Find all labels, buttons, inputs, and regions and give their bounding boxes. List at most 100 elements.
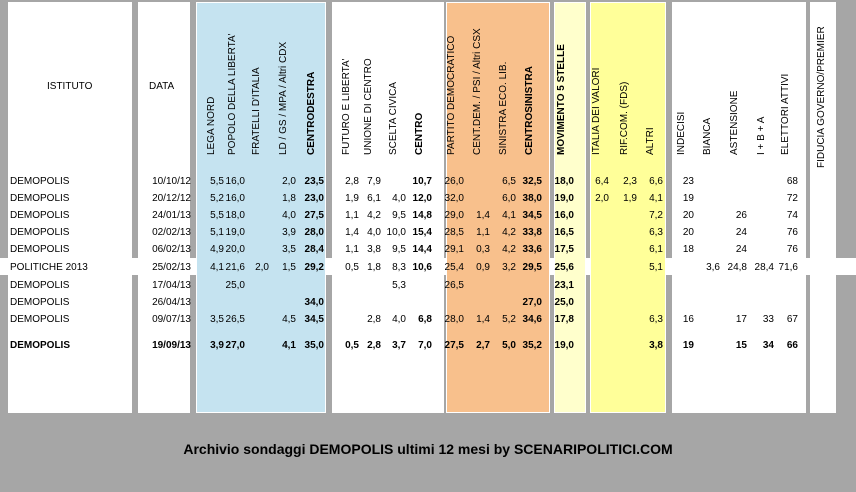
table-cell: 24: [735, 244, 747, 255]
table-cell: 3,5: [210, 314, 224, 325]
table-cell: 20: [682, 227, 694, 238]
column-header: FUTURO E LIBERTA': [341, 58, 352, 155]
table-cell: 1,1: [345, 210, 359, 221]
row-date: 24/01/13: [152, 210, 191, 221]
table-cell: 23,1: [554, 280, 574, 291]
table-cell: 1,8: [282, 193, 296, 204]
table-cell: 32,5: [522, 176, 542, 187]
column-header: FIDUCIA GOVERNO/PREMIER: [816, 26, 827, 168]
table-cell: 35,0: [304, 340, 324, 351]
table-cell: 20: [682, 210, 694, 221]
table-cell: 3,8: [367, 244, 381, 255]
table-cell: 0,3: [476, 244, 490, 255]
table-cell: 33,8: [522, 227, 542, 238]
column-header: SCELTA CIVICA: [388, 82, 399, 155]
table-cell: 34,0: [304, 297, 324, 308]
table-cell: 6,6: [649, 176, 663, 187]
row-istituto: DEMOPOLIS: [10, 314, 70, 325]
table-cell: 1,9: [623, 193, 637, 204]
table-cell: 3,9: [210, 340, 224, 351]
table-cell: 7,2: [649, 210, 663, 221]
table-cell: 6,3: [649, 227, 663, 238]
table-cell: 5,2: [210, 193, 224, 204]
table-cell: 26,5: [225, 314, 245, 325]
table-cell: 19: [682, 193, 694, 204]
table-cell: 76: [786, 244, 798, 255]
table-cell: 6,5: [502, 176, 516, 187]
table-cell: 6,0: [502, 193, 516, 204]
table-cell: 2,3: [623, 176, 637, 187]
row-istituto: DEMOPOLIS: [10, 244, 70, 255]
table-cell: 9,5: [392, 244, 406, 255]
table-cell: 24: [735, 227, 747, 238]
table-cell: 6,1: [367, 193, 381, 204]
row-istituto: DEMOPOLIS: [10, 340, 71, 351]
table-cell: 34: [762, 340, 774, 351]
table-cell: 25,0: [225, 280, 245, 291]
table-cell: 28,5: [444, 227, 464, 238]
table-cell: 15,4: [412, 227, 432, 238]
table-cell: 3,2: [502, 262, 516, 273]
table-cell: 19,0: [225, 227, 245, 238]
table-cell: 33: [762, 314, 774, 325]
column-header: CENTROSINISTRA: [524, 66, 535, 155]
table-cell: 0,5: [345, 262, 359, 273]
table-cell: 3,6: [706, 262, 720, 273]
table-cell: 4,2: [502, 227, 516, 238]
table-cell: 14,8: [412, 210, 432, 221]
table-cell: 2,8: [367, 340, 381, 351]
panel-fiducia: [810, 2, 836, 413]
table-cell: 24,8: [727, 262, 747, 273]
table-cell: 6,3: [649, 314, 663, 325]
column-header: FRATELLI D'ITALIA: [251, 67, 262, 155]
table-cell: 2,0: [255, 262, 269, 273]
table-cell: 18,0: [225, 210, 245, 221]
table-cell: 6,4: [595, 176, 609, 187]
row-date: 06/02/13: [152, 244, 191, 255]
table-cell: 1,4: [476, 210, 490, 221]
table-cell: 34,5: [522, 210, 542, 221]
table-cell: 20,0: [225, 244, 245, 255]
panel-m5s: [554, 2, 586, 413]
table-cell: 10,6: [412, 262, 432, 273]
column-header: ITALIA DEI VALORI: [591, 67, 602, 155]
table-cell: 5,1: [649, 262, 663, 273]
table-cell: 4,1: [210, 262, 224, 273]
table-cell: 3,7: [392, 340, 406, 351]
column-header: UNIONE DI CENTRO: [363, 58, 374, 155]
table-cell: 2,0: [595, 193, 609, 204]
table-cell: 4,1: [282, 340, 296, 351]
table-cell: 4,0: [392, 193, 406, 204]
row-date: 20/12/12: [152, 193, 191, 204]
column-header: I + B + A: [756, 116, 767, 155]
column-header: ELETTORI ATTIVI: [780, 73, 791, 155]
header-istituto: ISTITUTO: [47, 81, 93, 92]
table-cell: 19: [682, 340, 694, 351]
table-cell: 17,5: [554, 244, 574, 255]
table-cell: 16,0: [554, 210, 574, 221]
table-cell: 4,0: [392, 314, 406, 325]
table-cell: 27,0: [225, 340, 245, 351]
header-data: DATA: [149, 81, 175, 92]
column-header: ALTRI: [645, 127, 656, 155]
table-cell: 21,6: [225, 262, 245, 273]
table-cell: 29,1: [444, 244, 464, 255]
table-cell: 28,4: [754, 262, 774, 273]
panel-centro: [332, 2, 444, 413]
column-header: LEGA NORD: [206, 96, 217, 155]
table-cell: 5,1: [210, 227, 224, 238]
table-cell: 19,0: [554, 193, 574, 204]
table-cell: 28,0: [444, 314, 464, 325]
row-istituto: DEMOPOLIS: [10, 176, 70, 187]
table-cell: 7,0: [418, 340, 432, 351]
table-cell: 15: [735, 340, 747, 351]
panel-altri: [590, 2, 666, 413]
column-header: INDECISI: [676, 111, 687, 155]
table-cell: 4,2: [367, 210, 381, 221]
panel-centrosinistra: [446, 2, 550, 413]
table-cell: 12,0: [412, 193, 432, 204]
panel-data: [138, 2, 190, 413]
table-cell: 23,5: [304, 176, 324, 187]
table-cell: 28,4: [304, 244, 324, 255]
table-cell: 0,9: [476, 262, 490, 273]
